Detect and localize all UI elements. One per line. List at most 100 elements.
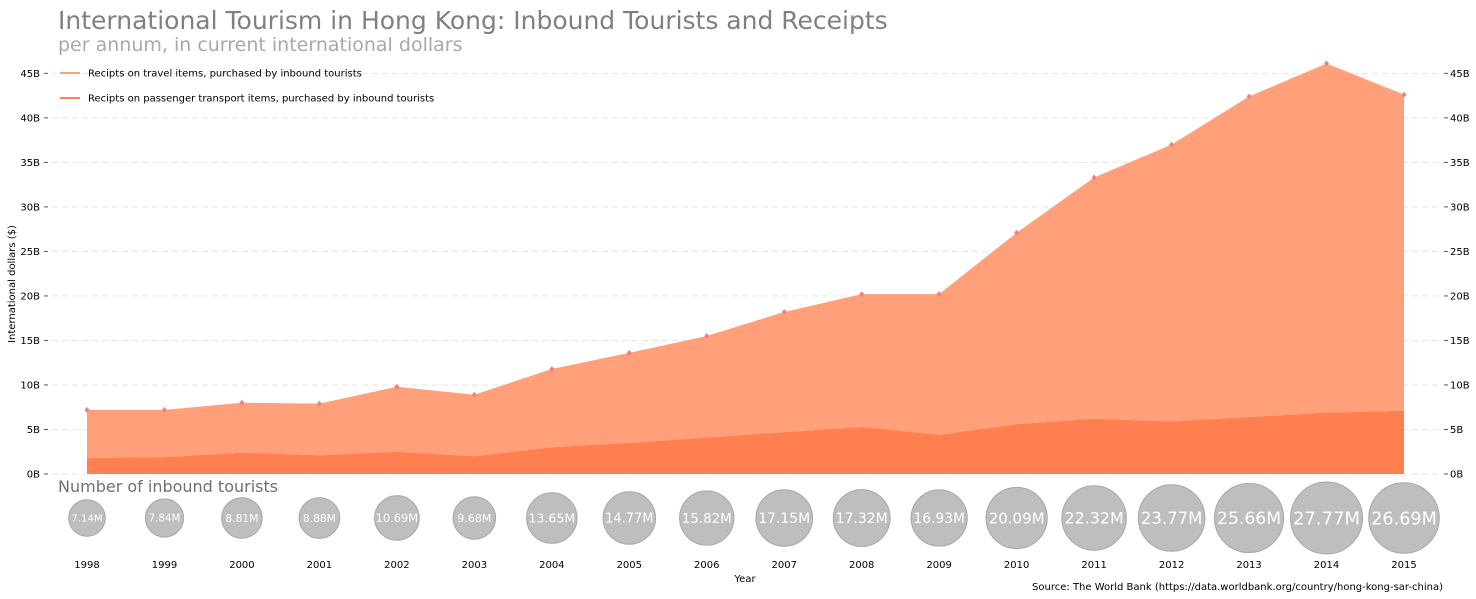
- tourist-bubble: [755, 489, 814, 547]
- y-tick-label-right: 5B: [1450, 425, 1463, 436]
- tourist-bubble: [910, 489, 968, 547]
- total-marker: [239, 399, 245, 406]
- bubble-label: 15.82M: [682, 512, 732, 527]
- area-series: [87, 63, 1404, 474]
- y-tick-label-right: 45B: [1450, 69, 1470, 80]
- y-axis-label: International dollars ($): [7, 225, 18, 343]
- x-tick-label: 2010: [1004, 560, 1029, 571]
- total-marker: [1246, 93, 1252, 100]
- chart-subtitle: per annum, in current international doll…: [58, 34, 462, 56]
- y-tick-label-left: 15B: [20, 336, 40, 347]
- y-tick-label-right: 40B: [1450, 113, 1470, 124]
- bubble-label: 20.09M: [989, 509, 1045, 527]
- x-tick-label: 2001: [307, 560, 332, 571]
- y-tick-label-left: 0B: [27, 470, 40, 481]
- tourist-bubble: [602, 491, 657, 545]
- tourist-bubble: [1368, 482, 1440, 554]
- total-marker: [936, 291, 942, 298]
- tourist-bubble: [144, 498, 185, 538]
- tourist-bubble: [452, 496, 497, 540]
- source-note: Source: The World Bank (https://data.wor…: [1032, 582, 1443, 593]
- total-marker: [1169, 141, 1175, 148]
- x-axis-label: Year: [733, 574, 756, 585]
- x-tick-label: 1998: [74, 560, 99, 571]
- chart-title: International Tourism in Hong Kong: Inbo…: [58, 6, 888, 35]
- x-tick-label: 2007: [772, 560, 797, 571]
- x-tick-label: 2006: [694, 560, 719, 571]
- total-marker: [84, 406, 90, 413]
- bubble-label: 14.77M: [605, 512, 653, 527]
- total-marker: [781, 308, 787, 315]
- y-tick-label-left: 35B: [20, 158, 40, 169]
- bubbles-title: Number of inbound tourists: [58, 477, 278, 496]
- total-marker: [1091, 174, 1097, 181]
- total-marker: [549, 365, 555, 372]
- total-marker: [471, 391, 477, 398]
- total-marker: [859, 291, 865, 298]
- bubble-label: 22.32M: [1065, 509, 1124, 528]
- x-tick-label: 2000: [229, 560, 254, 571]
- bubble-label: 13.65M: [528, 511, 575, 526]
- tourist-bubble: [526, 492, 578, 544]
- tourist-bubble: [374, 495, 420, 541]
- bubble-label: 9.68M: [457, 512, 491, 525]
- y-tick-label-right: 20B: [1450, 291, 1470, 302]
- y-tick-label-right: 30B: [1450, 202, 1470, 213]
- y-tick-label-right: 10B: [1450, 380, 1470, 391]
- y-tick-label-right: 25B: [1450, 247, 1470, 258]
- bubble-label: 23.77M: [1141, 509, 1202, 528]
- bubble-label: 25.66M: [1217, 509, 1281, 529]
- bubble-label: 17.32M: [836, 511, 888, 527]
- y-axis-ticks: 0B 0B 5B 5B 10B 10B 15B 15B 20B 20B 25B 25B 30B 30B 35…: [20, 69, 1469, 481]
- legend-entry: Recipts on passenger transport items, pu…: [88, 94, 434, 105]
- tourist-bubble: [298, 497, 341, 539]
- y-tick-label-left: 10B: [20, 380, 40, 391]
- legend-entry: Recipts on travel items, purchased by in…: [88, 69, 362, 80]
- bubble-label: 26.69M: [1371, 509, 1437, 529]
- area-transport-items: [87, 410, 1404, 474]
- tourist-bubble: [221, 497, 263, 539]
- y-tick-label-right: 35B: [1450, 158, 1470, 169]
- y-tick-label-left: 40B: [20, 113, 40, 124]
- y-tick-label-right: 15B: [1450, 336, 1470, 347]
- tourist-bubble: [1213, 482, 1285, 554]
- x-tick-label: 2015: [1391, 560, 1416, 571]
- total-marker: [394, 383, 400, 390]
- bubble-label: 16.93M: [913, 511, 964, 527]
- tourist-bubble: [68, 499, 106, 537]
- x-tick-label: 2004: [539, 560, 564, 571]
- x-tick-label: 2009: [926, 560, 951, 571]
- x-tick-label: 2005: [617, 560, 642, 571]
- bubble-label: 27.77M: [1293, 508, 1360, 529]
- x-tick-label: 2008: [849, 560, 874, 571]
- total-markers: [84, 60, 1407, 413]
- y-tick-label-left: 20B: [20, 291, 40, 302]
- bubble-label: 8.81M: [225, 512, 258, 525]
- x-tick-label: 2013: [1236, 560, 1261, 571]
- bubble-label: 10.69M: [376, 511, 418, 525]
- tourist-bubble: [985, 486, 1048, 550]
- x-tick-label: 1999: [152, 560, 177, 571]
- x-axis-ticks: 1998 1999 2000 2001 2002 2003 2004 2005 2006 2007…: [74, 560, 1416, 571]
- total-marker: [316, 400, 322, 407]
- y-tick-label-left: 5B: [27, 425, 40, 436]
- total-marker: [626, 349, 632, 356]
- total-marker: [704, 333, 710, 339]
- area-travel-items: [87, 63, 1404, 458]
- total-marker: [1014, 229, 1020, 236]
- tourist-bubble: [1061, 485, 1127, 551]
- tourist-bubbles: 7.14M 7.84M 8.81M 8.88M 10.69M 9.68M 13.65M 14.…: [68, 481, 1440, 555]
- tourist-bubble: [832, 489, 891, 547]
- legend: Recipts on travel items, purchased by in…: [60, 69, 434, 105]
- total-marker: [1324, 60, 1330, 67]
- bubble-label: 17.15M: [758, 511, 810, 527]
- x-tick-label: 2014: [1314, 560, 1339, 571]
- y-tick-label-left: 25B: [20, 247, 40, 258]
- y-tick-label-left: 30B: [20, 202, 40, 213]
- x-tick-label: 2003: [462, 560, 487, 571]
- x-tick-label: 2011: [1081, 560, 1106, 571]
- y-tick-label-right: 0B: [1450, 470, 1463, 481]
- bubble-label: 8.88M: [303, 512, 336, 525]
